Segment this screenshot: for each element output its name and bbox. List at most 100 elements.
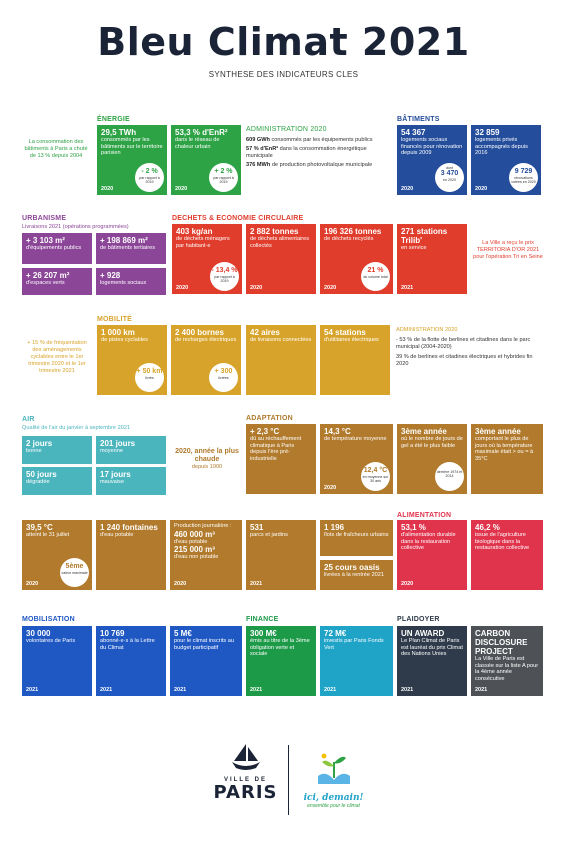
tagline-main: ici, demain! bbox=[303, 793, 364, 803]
badge-value: - 13,4 % bbox=[211, 267, 238, 274]
tile-text: de livraisons connectées bbox=[250, 337, 312, 343]
admin-text: dans la consommation énergétique municip… bbox=[246, 146, 367, 159]
admin-text: - 53 % de la flotte de berlines et citad… bbox=[396, 337, 531, 350]
tile-year: 2021 bbox=[100, 687, 113, 693]
energie-tile-enr: 53,3 % d'EnR² dans le réseau de chaleur … bbox=[171, 125, 241, 195]
admin-text: de production photovoltaïque municipale bbox=[271, 162, 373, 168]
tile-value: 5 M€ bbox=[174, 629, 192, 638]
tile-text: logements privés accompagnés depuis 2016 bbox=[475, 137, 528, 157]
dechets-tile-trilib: 271 stations Trilib' en service 2021 bbox=[397, 224, 467, 294]
admin-text: consommés par les équipements publics bbox=[271, 137, 373, 143]
tile-text: logements sociaux financés pour rénovati… bbox=[401, 137, 463, 157]
mobilite-tile-bornes: 2 400 bornes de recharges électriques + 3… bbox=[171, 325, 241, 395]
badge-circle: 9 729 rénovations votées en 2020 bbox=[509, 163, 538, 192]
adaptation-tile-production: Production journalière : 460 000 m³ d'eau… bbox=[170, 520, 242, 590]
mobilisation-tile-abonnes: 10 769 abonné·e·s à la Lettre du Climat 20… bbox=[96, 626, 166, 696]
tile-text: de température moyenne bbox=[324, 436, 387, 442]
tile-text: en service bbox=[401, 245, 427, 251]
paris-text: PARIS bbox=[213, 782, 278, 803]
alimentation-tile-durable: 53,1 % d'alimentation durable dans la res… bbox=[397, 520, 467, 590]
adaptation-tile-fontaines: 1 240 fontaines d'eau potable bbox=[96, 520, 166, 590]
dechets-tile-menagers: 403 kg/an de déchets ménagers par habitan… bbox=[172, 224, 242, 294]
urbanisme-tile-tertiaires: + 198 869 m² de bâtiments tertiaires bbox=[96, 233, 166, 264]
tile-value: 3ème année bbox=[475, 427, 521, 436]
tile-value: 300 M€ bbox=[250, 629, 277, 638]
mobilisation-tile-volontaires: 30 000 volontaires de Paris 2021 bbox=[22, 626, 92, 696]
tile-text: livrées à la rentrée 2021 bbox=[324, 572, 385, 578]
adaptation-tile-temperature: 14,3 °C de température moyenne 2020 12,4 °… bbox=[320, 424, 393, 494]
tile-text: dans le réseau de chaleur urbain bbox=[175, 137, 220, 150]
tile-value: CARBON DISCLOSURE PROJECT bbox=[475, 629, 528, 656]
badge-circle: - 13,4 % par rapport à 2019 bbox=[210, 262, 239, 291]
tile-text: d'eau potable bbox=[174, 538, 208, 545]
tile-value: 271 stations Trilib' bbox=[401, 227, 448, 245]
ici-demain-logo: ici, demain! ensemble pour le climat bbox=[296, 748, 371, 809]
badge-value: + 50 km bbox=[136, 368, 163, 375]
air-tile-moyenne: 201 jours moyenne bbox=[96, 436, 166, 464]
tile-text: pour le climat inscrits au budget partic… bbox=[174, 638, 234, 651]
tile-value: 29,5 TWh bbox=[101, 128, 137, 137]
tile-text: d'alimentation durable dans la restaurat… bbox=[401, 532, 456, 552]
adaptation-tile-rechauffement: + 2,3 °C dû au réchauffement climatique à… bbox=[246, 424, 316, 494]
tile-text: investis par Paris Fonds Vert bbox=[324, 638, 384, 651]
footer-divider bbox=[288, 745, 289, 815]
tile-text: émis au titre de la 3ème obligation vert… bbox=[250, 638, 310, 658]
badge-value: - 2 % bbox=[141, 168, 158, 175]
adaptation-tile-gel: 3ème année où le nombre de jours de gel a… bbox=[397, 424, 467, 494]
mobilisation-tile-budget: 5 M€ pour le climat inscrits au budget pa… bbox=[170, 626, 242, 696]
urbanisme-tile-equipements: + 3 103 m² d'équipements publics bbox=[22, 233, 92, 264]
tile-value: 460 000 m³ bbox=[174, 529, 215, 539]
tile-value: 196 326 tonnes bbox=[324, 227, 382, 236]
tile-text: logements sociaux bbox=[100, 280, 147, 286]
energie-note: La consommation des bâtiments à Paris a … bbox=[24, 139, 88, 159]
adaptation-tile-parcs: 531 parcs et jardins 2021 bbox=[246, 520, 316, 590]
energie-label: ÉNERGIE bbox=[97, 116, 130, 123]
badge-circle: - 2 % par rapport à 2019 bbox=[135, 163, 164, 192]
adaptation-tile-oasis: 25 cours oasis livrées à la rentrée 2021 bbox=[320, 560, 393, 590]
tile-value: 72 M€ bbox=[324, 629, 347, 638]
adaptation-tile-canicule: 3ème année comportant le plus de jours où… bbox=[471, 424, 543, 494]
tile-text: parcs et jardins bbox=[250, 532, 288, 538]
tile-value: 42 aires bbox=[250, 328, 280, 337]
tile-value: 53,3 % d'EnR² bbox=[175, 128, 228, 137]
tile-year: 2021 bbox=[174, 687, 187, 693]
badge-text: derrière 1974 et 2014 bbox=[436, 470, 463, 479]
urbanisme-tile-espaces-verts: + 26 207 m² d'espaces verts bbox=[22, 268, 92, 295]
badge-value: + 2 % bbox=[214, 168, 233, 175]
badge-text: livrés bbox=[145, 376, 154, 380]
alimentation-label: ALIMENTATION bbox=[397, 512, 452, 519]
tile-value: 1 240 fontaines bbox=[100, 523, 158, 532]
tile-value: 30 000 bbox=[26, 629, 51, 638]
tile-text: dégradée bbox=[26, 479, 50, 485]
tile-text: d'eau non potable bbox=[174, 554, 219, 561]
badge-text: par rapport à 2019 bbox=[213, 176, 234, 185]
badge-value: 5ème bbox=[65, 563, 84, 570]
tile-value: 10 769 bbox=[100, 629, 125, 638]
badge-circle: derrière 1974 et 2014 bbox=[435, 462, 464, 491]
tile-value: 3ème année bbox=[401, 427, 447, 436]
batiments-tile-sociaux: 54 367 logements sociaux financés pour r… bbox=[397, 125, 467, 195]
tile-value: + 26 207 m² bbox=[26, 271, 70, 280]
tile-year: 2020 bbox=[250, 285, 263, 291]
admin-value: 376 MWh bbox=[246, 162, 271, 168]
page-subtitle: SYNTHESE DES INDICATEURS CLES bbox=[208, 70, 359, 79]
tile-text: atteint le 31 juillet bbox=[26, 532, 70, 538]
tile-value: 2 jours bbox=[26, 439, 53, 448]
tile-value: 201 jours bbox=[100, 439, 136, 448]
mobilite-tile-aires: 42 aires de livraisons connectées bbox=[246, 325, 316, 395]
adaptation-label: ADAPTATION bbox=[246, 415, 293, 422]
tile-value: 1 196 bbox=[324, 523, 345, 532]
air-note-value: 2020, année la plus chaude bbox=[175, 448, 239, 463]
badge-circle: + 300 livrées bbox=[209, 363, 238, 392]
tile-year: 2020 bbox=[174, 581, 187, 587]
badge-value: 3 470 bbox=[440, 170, 459, 178]
tile-year: 2020 bbox=[101, 186, 114, 192]
tile-text: îlots de fraîcheurs urbains bbox=[324, 532, 389, 538]
badge-text: livrées bbox=[218, 376, 229, 380]
plaidoyer-tile-cdp: CARBON DISCLOSURE PROJECT La Ville de Par… bbox=[471, 626, 543, 696]
tile-text: d'espaces verts bbox=[26, 280, 65, 286]
tile-text: de déchets recyclés bbox=[324, 236, 374, 242]
badge-text: en moyenne sur 30 ans bbox=[362, 475, 389, 484]
tile-value: 17 jours bbox=[100, 470, 131, 479]
tile-year: 2021 bbox=[250, 581, 263, 587]
